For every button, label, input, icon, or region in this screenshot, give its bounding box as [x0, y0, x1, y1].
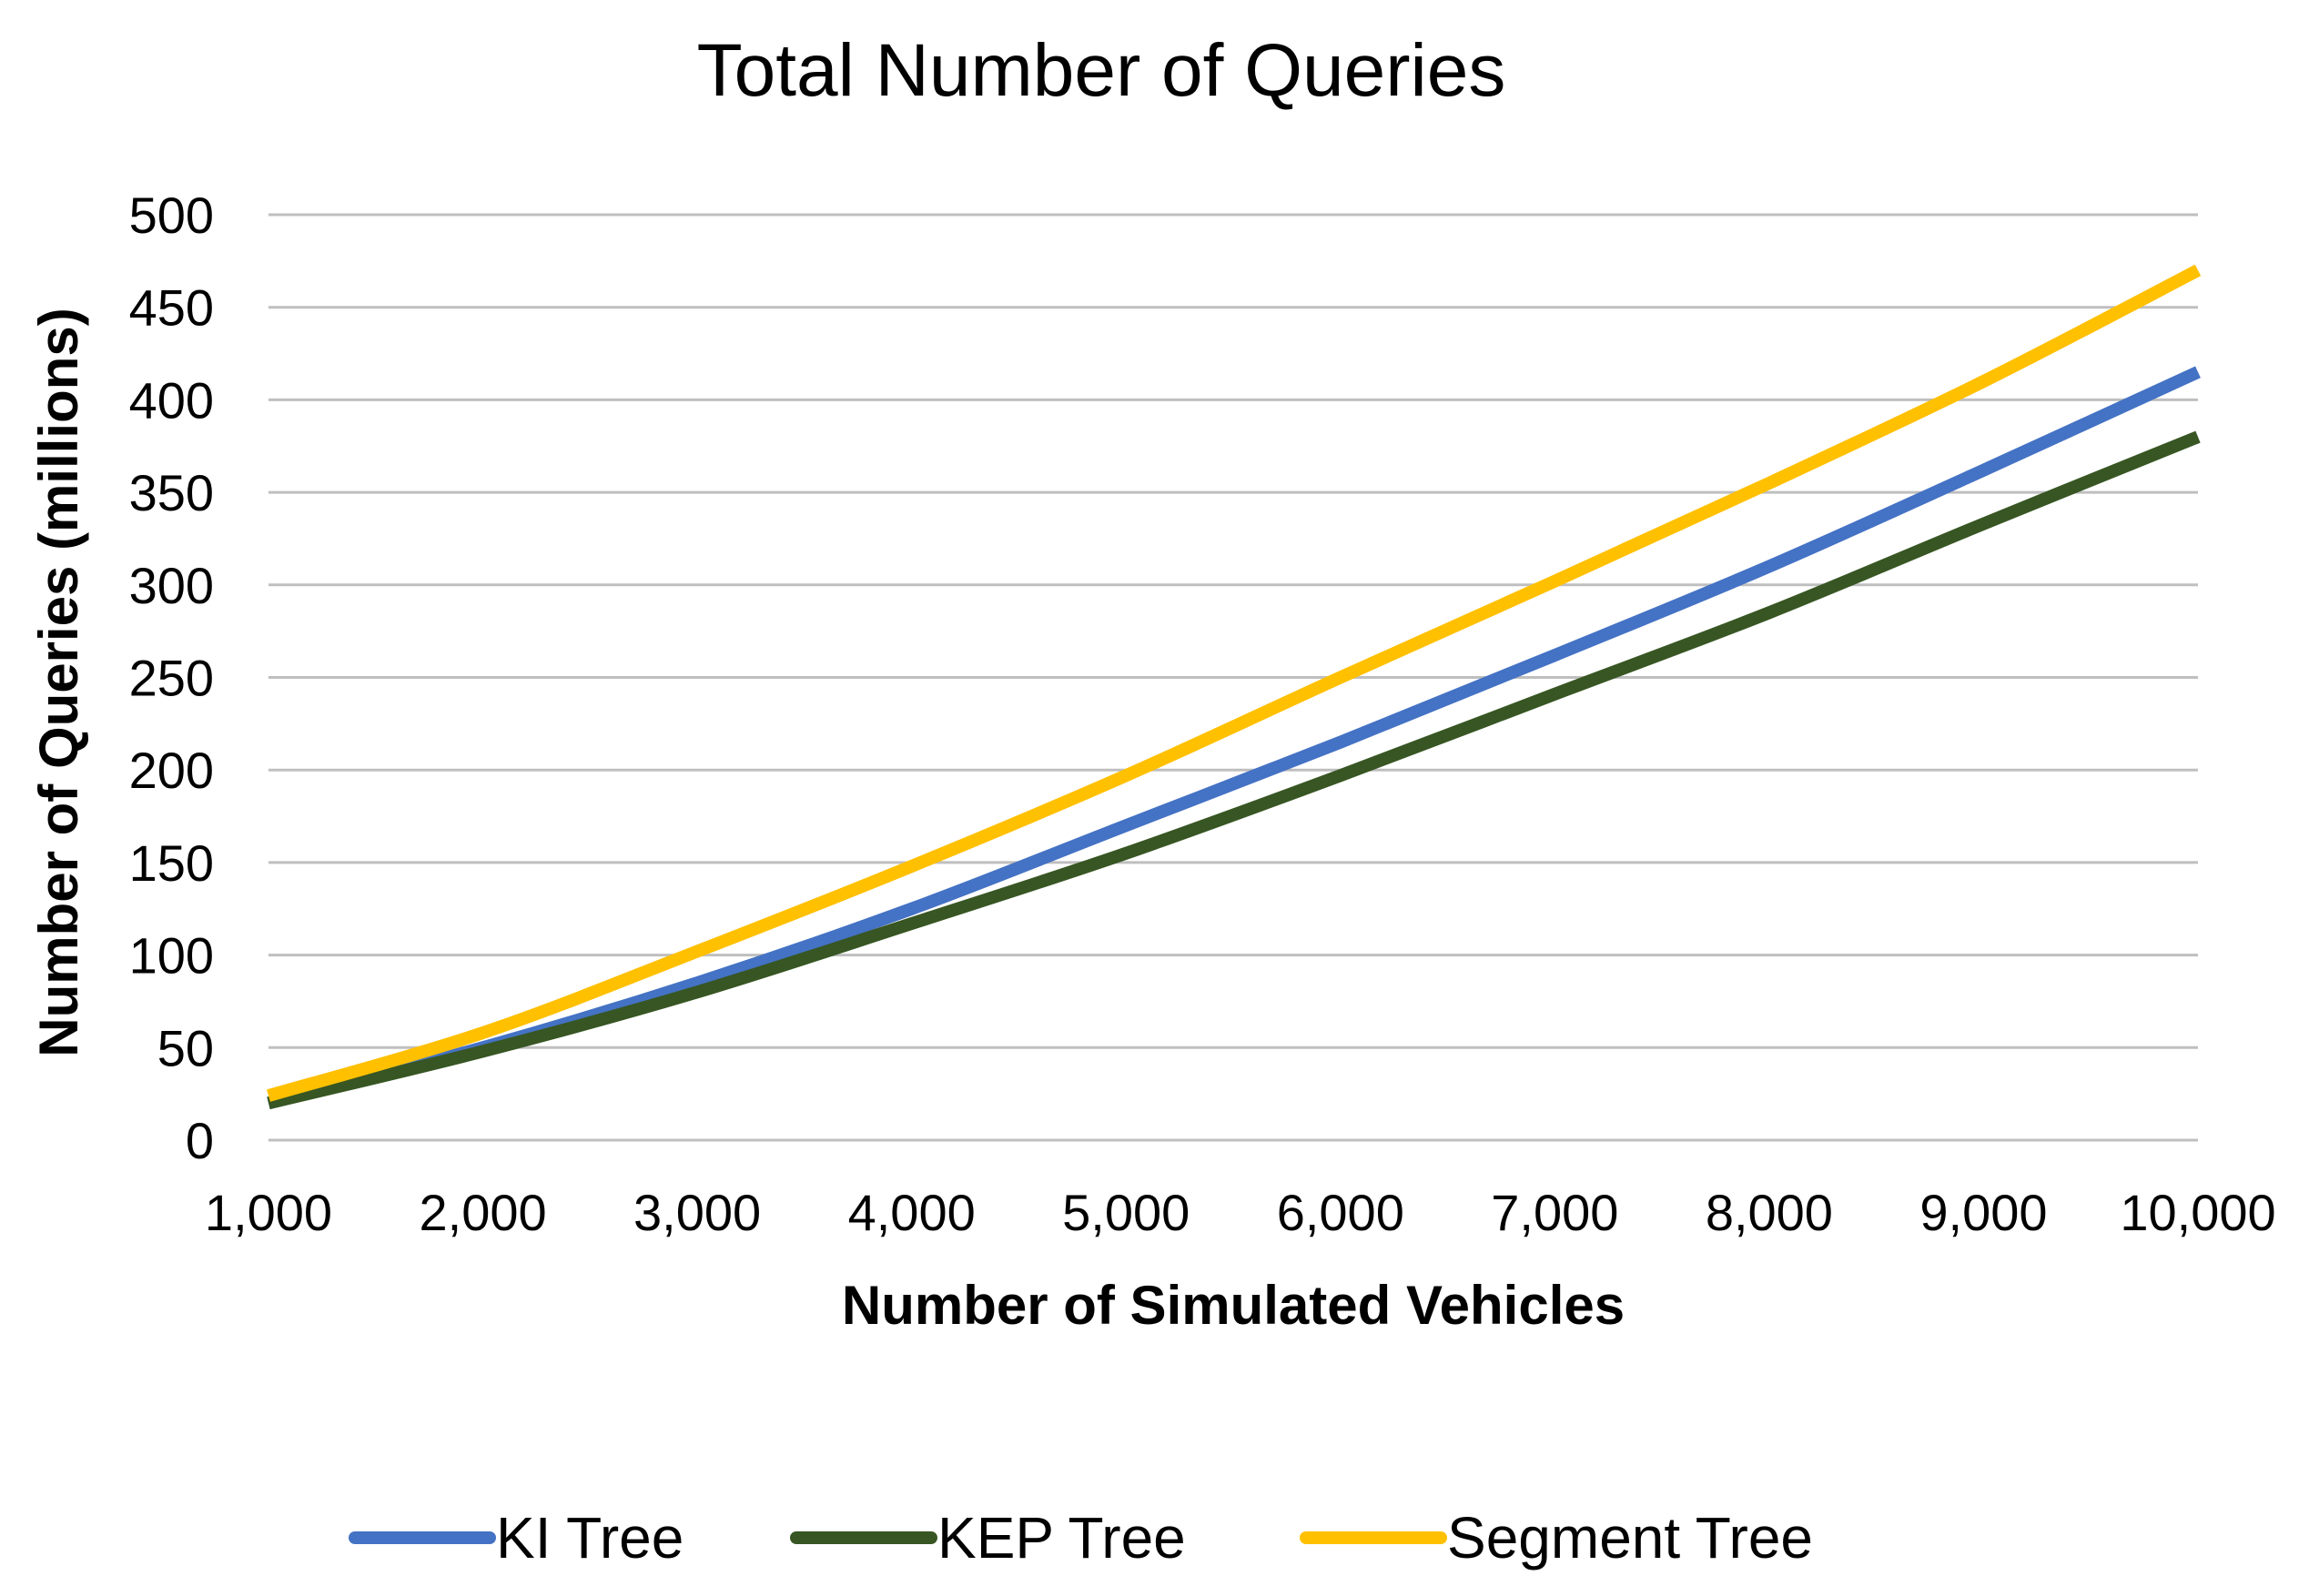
legend-item-kep-tree: KEP Tree: [790, 1505, 1186, 1571]
legend: KI Tree KEP Tree Segment Tree: [349, 1505, 1813, 1571]
x-tick-label: 7,000: [1491, 1184, 1618, 1241]
y-tick-label: 500: [129, 187, 214, 244]
y-tick-label: 350: [129, 464, 214, 521]
series-line-kep-tree: [267, 430, 2201, 1110]
y-tick-label: 50: [157, 1019, 214, 1076]
x-tick-label: 5,000: [1062, 1184, 1190, 1241]
y-tick-label: 200: [129, 742, 214, 799]
x-tick-label: 8,000: [1706, 1184, 1833, 1241]
legend-label-ki-tree: KI Tree: [496, 1505, 684, 1571]
y-tick-label: 250: [129, 650, 214, 707]
x-tick-label: 2,000: [419, 1184, 546, 1241]
series-segment-tree: [267, 264, 2202, 1102]
x-tick-label: 4,000: [848, 1184, 976, 1241]
y-tick-label: 150: [129, 834, 214, 892]
series-ki-tree: [267, 366, 2201, 1110]
y-tick-labels: 0 50 100 150 200 250 300 350 400 450 500: [129, 187, 214, 1169]
y-tick-label: 300: [129, 557, 214, 614]
series-lines: [267, 264, 2202, 1110]
y-tick-label: 0: [186, 1112, 214, 1169]
legend-label-segment-tree: Segment Tree: [1447, 1505, 1813, 1571]
legend-label-kep-tree: KEP Tree: [937, 1505, 1186, 1571]
legend-item-ki-tree: KI Tree: [349, 1505, 684, 1571]
x-tick-label: 6,000: [1277, 1184, 1404, 1241]
series-kep-tree: [267, 430, 2201, 1110]
gridlines: [268, 213, 2198, 1142]
x-tick-label: 10,000: [2120, 1184, 2275, 1241]
x-tick-label: 9,000: [1919, 1184, 2047, 1241]
y-tick-label: 450: [129, 279, 214, 337]
y-tick-label: 100: [129, 927, 214, 985]
series-line-ki-tree: [267, 366, 2201, 1110]
legend-item-segment-tree: Segment Tree: [1300, 1505, 1813, 1571]
x-tick-labels: 1,000 2,000 3,000 4,000 5,000 6,000 7,000 8,000…: [205, 1184, 2276, 1241]
x-tick-label: 1,000: [205, 1184, 332, 1241]
y-axis-label: Number of Queries (millions): [28, 308, 89, 1056]
x-tick-label: 3,000: [633, 1184, 761, 1241]
x-axis-label: Number of Simulated Vehicles: [842, 1275, 1625, 1336]
chart-title: Total Number of Queries: [697, 29, 1506, 112]
series-line-segment-tree: [267, 264, 2202, 1102]
y-tick-label: 400: [129, 371, 214, 429]
